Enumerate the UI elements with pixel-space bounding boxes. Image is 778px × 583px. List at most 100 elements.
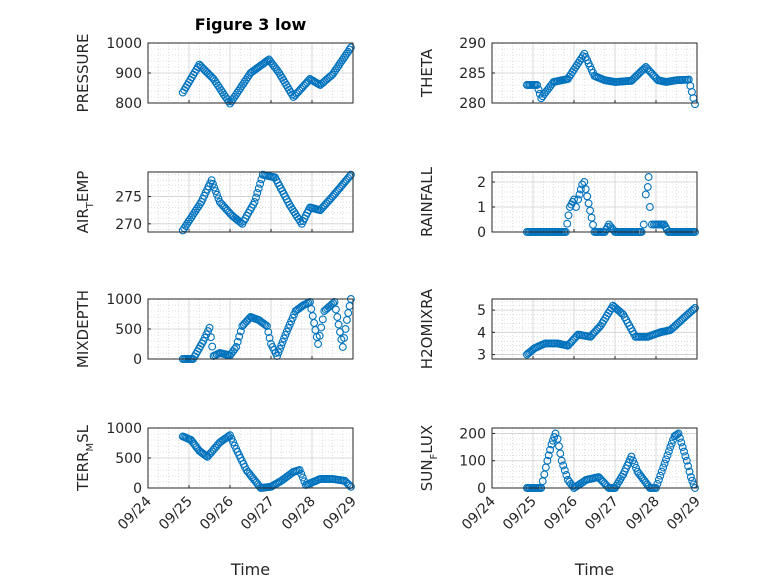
y-axis-label-part: EMP — [74, 171, 92, 202]
x-tick-label: 09/29 — [320, 494, 360, 534]
data-point — [641, 190, 650, 199]
data-point — [333, 313, 342, 321]
data-point — [346, 170, 355, 179]
data-point — [315, 331, 324, 340]
data-point — [634, 69, 643, 78]
data-point — [581, 185, 590, 194]
data-point — [654, 475, 663, 484]
y-axis-label: TERRMSL — [74, 424, 96, 492]
data-point — [630, 74, 639, 82]
data-point — [666, 443, 675, 452]
data-point — [682, 456, 691, 465]
x-tick-label: 09/27 — [582, 494, 622, 534]
data-point — [691, 100, 699, 109]
data-point — [640, 64, 649, 73]
data-point — [548, 436, 557, 445]
data-point — [304, 76, 313, 85]
data-point — [208, 179, 217, 188]
data-point — [206, 333, 215, 342]
x-tick-label: 09/28 — [623, 494, 663, 534]
y-axis-label: MIXDEPTH — [74, 290, 92, 368]
y-tick-label: 275 — [115, 190, 142, 206]
data-point — [232, 343, 241, 351]
data-point — [572, 203, 580, 211]
data-point — [329, 299, 338, 308]
y-tick-label: 500 — [115, 451, 142, 467]
x-tick-label: 09/25 — [156, 494, 196, 534]
data-point — [557, 456, 566, 465]
data-point — [583, 192, 592, 201]
axes-box — [147, 427, 354, 489]
data-point — [288, 313, 297, 322]
data-point — [277, 341, 286, 350]
x-tick-label: 09/24 — [115, 493, 155, 533]
data-point — [562, 471, 571, 479]
y-tick-label: 500 — [115, 322, 142, 338]
data-point — [630, 460, 639, 469]
data-point — [559, 461, 568, 470]
y-axis-label-part: LUX — [418, 425, 436, 454]
y-axis-label-subscript: T — [85, 201, 96, 209]
subplot-3: 270 275 AIRTEMP — [74, 170, 355, 235]
data-point — [233, 337, 242, 346]
data-point — [553, 434, 562, 443]
data-point — [680, 447, 688, 456]
y-tick-label: 290 — [459, 36, 486, 52]
data-point — [570, 195, 578, 204]
data-point — [564, 211, 573, 220]
data-point — [261, 321, 270, 329]
data-point — [314, 80, 323, 89]
data-point — [534, 85, 543, 94]
data-point — [627, 452, 636, 461]
y-tick-label: 800 — [115, 96, 142, 112]
subplot-4: 0 1 2 RAINFALL — [418, 166, 699, 241]
data-point — [584, 199, 593, 208]
y-tick-label: 1000 — [106, 421, 142, 437]
data-point — [254, 184, 263, 193]
data-point — [691, 303, 699, 312]
y-tick-label: 0 — [133, 481, 142, 497]
data-point — [253, 188, 262, 197]
data-point — [574, 195, 583, 204]
x-tick-label: 09/26 — [541, 493, 581, 533]
x-tick-label: 09/27 — [238, 494, 278, 534]
data-point — [208, 342, 217, 351]
data-point — [338, 343, 347, 351]
data-point — [575, 190, 584, 199]
data-point — [236, 327, 245, 336]
data-point — [229, 438, 238, 447]
data-point — [250, 198, 259, 206]
y-tick-label: 285 — [459, 66, 486, 82]
y-axis-label: PRESSURE — [74, 34, 92, 113]
data-point — [684, 462, 693, 471]
data-point — [576, 185, 585, 194]
data-point — [314, 340, 323, 348]
y-axis-label-subscript: M — [85, 443, 96, 452]
data-point — [334, 320, 343, 329]
data-point — [645, 203, 654, 211]
x-tick-label: 09/28 — [279, 494, 319, 534]
data-point — [264, 328, 273, 336]
data-point — [560, 466, 569, 475]
y-tick-label: 1 — [477, 200, 486, 216]
figure-title: Figure 3 low — [195, 15, 307, 34]
data-point — [660, 459, 669, 468]
y-axis-label-part: TERR — [74, 452, 92, 493]
y-axis-label-part: SUN — [418, 459, 436, 491]
data-point — [295, 466, 304, 474]
y-tick-label: 4 — [477, 325, 486, 341]
data-point — [210, 183, 219, 192]
data-point — [280, 334, 288, 343]
subplot-7: 0 500 1000 TERRMSL — [74, 421, 355, 497]
data-point — [340, 334, 349, 342]
y-axis-label: H2OMIXRA — [418, 288, 436, 369]
data-point — [256, 179, 265, 188]
subplot-2: 280 285 290 THETA — [418, 36, 699, 112]
data-point — [551, 429, 560, 438]
data-point — [643, 183, 652, 191]
x-tick-label: 09/26 — [197, 493, 237, 533]
y-axis-label-subscript: F — [429, 453, 440, 459]
y-axis-label: SUNFLUX — [418, 425, 440, 491]
data-point — [688, 476, 697, 485]
